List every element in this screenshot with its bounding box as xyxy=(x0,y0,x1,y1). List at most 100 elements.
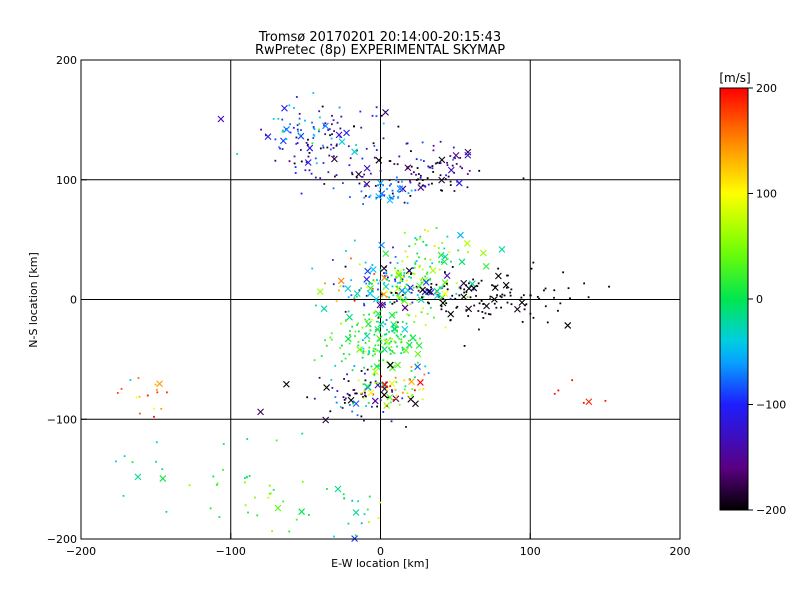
data-point xyxy=(422,388,425,391)
data-point xyxy=(297,130,299,133)
data-point xyxy=(371,318,374,321)
data-point-cross xyxy=(495,272,502,280)
data-point xyxy=(156,391,159,394)
data-point xyxy=(529,312,532,315)
data-point xyxy=(388,330,390,333)
data-point xyxy=(369,381,372,384)
data-point xyxy=(365,195,367,197)
data-point xyxy=(248,474,251,477)
data-point xyxy=(398,155,401,158)
data-point xyxy=(329,148,332,151)
data-point xyxy=(431,262,434,265)
data-point xyxy=(395,394,398,397)
data-point xyxy=(427,230,430,233)
data-point xyxy=(383,333,386,336)
data-point-cross xyxy=(363,164,371,172)
data-point xyxy=(268,492,271,495)
data-point xyxy=(364,395,367,398)
data-point xyxy=(395,300,398,302)
data-point xyxy=(347,296,350,299)
data-point xyxy=(364,261,367,264)
data-point-cross xyxy=(322,416,330,424)
data-point xyxy=(311,121,313,124)
data-point xyxy=(388,296,390,299)
data-point xyxy=(410,291,413,294)
data-point xyxy=(402,274,405,277)
data-point-cross xyxy=(468,280,476,288)
data-point xyxy=(279,147,281,150)
data-point xyxy=(415,260,418,262)
data-point xyxy=(275,439,278,442)
data-point xyxy=(346,373,348,376)
data-point xyxy=(390,196,392,199)
data-point xyxy=(489,298,491,301)
data-point xyxy=(415,238,418,241)
data-point xyxy=(328,128,331,131)
data-point-cross xyxy=(452,151,460,159)
data-point xyxy=(389,352,392,355)
data-point xyxy=(418,388,421,391)
data-point-cross xyxy=(374,325,382,333)
data-point xyxy=(382,122,385,125)
data-point xyxy=(395,334,398,337)
data-point xyxy=(403,272,406,274)
data-point xyxy=(300,160,303,163)
data-point-cross xyxy=(416,282,423,290)
data-point xyxy=(414,237,417,239)
data-point xyxy=(386,276,389,279)
data-point xyxy=(393,301,396,304)
data-point xyxy=(411,394,413,397)
data-point xyxy=(463,344,466,347)
data-point xyxy=(401,346,404,349)
data-point-cross xyxy=(376,301,384,309)
data-point xyxy=(364,391,366,394)
data-point xyxy=(138,412,141,415)
data-point xyxy=(368,313,370,316)
data-point xyxy=(364,318,367,321)
data-point xyxy=(466,173,469,175)
data-point xyxy=(339,135,342,138)
data-point xyxy=(457,249,460,252)
data-point xyxy=(368,340,371,342)
data-point xyxy=(459,165,462,168)
data-point-cross xyxy=(386,196,394,204)
data-point xyxy=(473,304,476,307)
data-point xyxy=(374,348,377,351)
data-point xyxy=(368,521,370,523)
data-point xyxy=(402,268,405,271)
data-point xyxy=(357,500,360,503)
data-point xyxy=(360,522,363,525)
data-point xyxy=(468,169,471,172)
data-point-cross xyxy=(409,334,417,342)
data-point xyxy=(377,316,380,319)
data-point xyxy=(354,534,357,537)
data-point xyxy=(413,321,416,323)
data-point xyxy=(410,273,412,275)
data-point xyxy=(155,388,158,391)
data-point xyxy=(383,287,386,290)
data-point xyxy=(414,263,417,265)
data-point xyxy=(398,337,401,340)
data-point xyxy=(522,177,525,180)
data-point-cross xyxy=(343,129,350,137)
data-point xyxy=(399,280,402,283)
data-point xyxy=(455,282,458,285)
data-point xyxy=(409,195,412,197)
data-point xyxy=(292,126,295,129)
data-point xyxy=(489,295,492,298)
data-point-cross xyxy=(356,346,363,353)
data-point xyxy=(353,239,356,242)
data-point xyxy=(344,310,347,313)
data-point-cross xyxy=(514,305,521,313)
data-point-cross xyxy=(518,299,526,306)
data-point xyxy=(538,297,540,300)
data-point xyxy=(386,388,389,391)
data-point xyxy=(495,306,498,309)
data-point xyxy=(446,257,449,260)
y-tick-label: 100 xyxy=(56,174,77,187)
data-point xyxy=(567,287,570,290)
data-point xyxy=(330,378,333,381)
data-point xyxy=(509,291,512,294)
data-point xyxy=(282,500,285,503)
data-point xyxy=(331,114,333,117)
